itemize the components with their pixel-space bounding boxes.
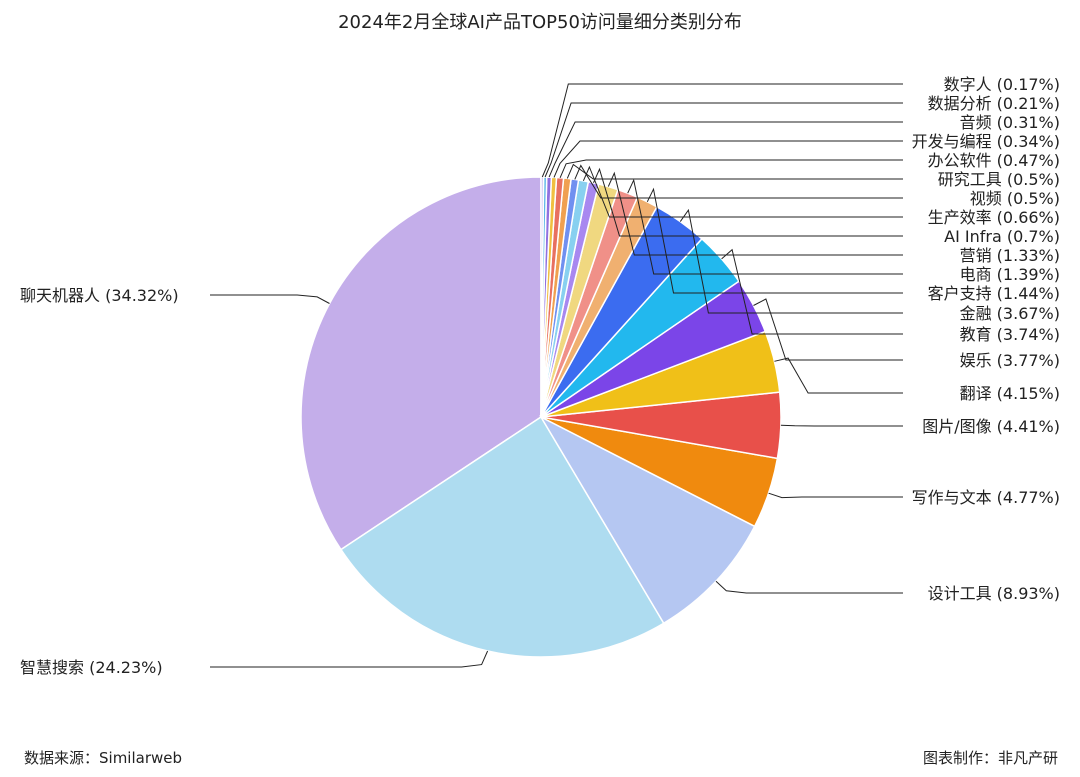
leader-line (566, 163, 903, 180)
slice-label: 写作与文本 (4.77%) (912, 488, 1060, 507)
slice-label: 金融 (3.67%) (960, 304, 1060, 323)
slice-label: 视频 (0.5%) (970, 189, 1060, 208)
slice-label: 娱乐 (3.77%) (960, 351, 1060, 370)
pie-slice (539, 415, 756, 625)
slice-label: 电商 (1.39%) (960, 265, 1060, 284)
leader-line (559, 159, 903, 178)
chart-title: 2024年2月全球AI产品TOP50访问量细分类别分布 (338, 12, 742, 33)
slice-label: 生产效率 (0.66%) (928, 208, 1060, 227)
leader-line (753, 298, 903, 361)
slice-label: 数字人 (0.17%) (944, 75, 1060, 94)
leader-line (553, 140, 903, 178)
slice-label: 设计工具 (8.93%) (928, 584, 1060, 603)
slice-label: 聊天机器人 (34.32%) (20, 286, 179, 305)
leader-line (768, 492, 903, 499)
leader-line (548, 121, 903, 178)
pie-slice (540, 176, 545, 418)
leader-line (721, 248, 903, 335)
slice-label: 研究工具 (0.5%) (938, 170, 1060, 189)
slice-labels: 聊天机器人 (34.32%) 智慧搜索 (24.23%) 设计工具 (8.93%) 写… (20, 75, 1060, 677)
slice-label: 开发与编程 (0.34%) (912, 132, 1060, 151)
leader-line (574, 164, 903, 199)
leader-line (774, 357, 903, 394)
leader-line (780, 424, 903, 427)
slice-label: 数据分析 (0.21%) (928, 94, 1060, 113)
slice-label: 智慧搜索 (24.23%) (20, 658, 163, 677)
leader-line (607, 171, 903, 256)
slice-label: 图片/图像 (4.41%) (922, 417, 1060, 436)
leader-line (541, 83, 903, 178)
credit-note: 图表制作：非凡产研 (923, 749, 1058, 767)
slice-label: 营销 (1.33%) (960, 246, 1060, 265)
slice-label: 翻译 (4.15%) (960, 384, 1060, 403)
leader-line (210, 294, 330, 304)
pie-slices (300, 176, 782, 658)
leader-line (544, 102, 903, 178)
leader-line (210, 650, 489, 668)
leader-lines (210, 83, 903, 668)
slice-label: 办公软件 (0.47%) (928, 151, 1060, 170)
leader-line (627, 178, 903, 275)
leader-line (679, 208, 903, 314)
slice-label: 教育 (3.74%) (960, 325, 1060, 344)
leader-line (715, 580, 903, 594)
slice-label: AI Infra (0.7%) (944, 227, 1060, 246)
source-note: 数据来源：Similarweb (24, 749, 182, 767)
pie-slice (339, 415, 665, 658)
leader-line (646, 187, 903, 294)
slice-label: 音频 (0.31%) (960, 113, 1060, 132)
leader-line (593, 167, 903, 237)
slice-label: 客户支持 (1.44%) (928, 284, 1060, 303)
